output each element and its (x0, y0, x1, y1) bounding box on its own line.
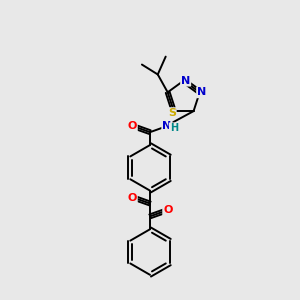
Text: O: O (163, 206, 172, 215)
Text: S: S (168, 108, 176, 118)
Text: H: H (170, 123, 178, 133)
Text: O: O (128, 121, 137, 131)
Text: N: N (162, 121, 172, 131)
Text: N: N (181, 76, 190, 85)
Text: O: O (128, 193, 137, 202)
Text: N: N (197, 87, 206, 97)
